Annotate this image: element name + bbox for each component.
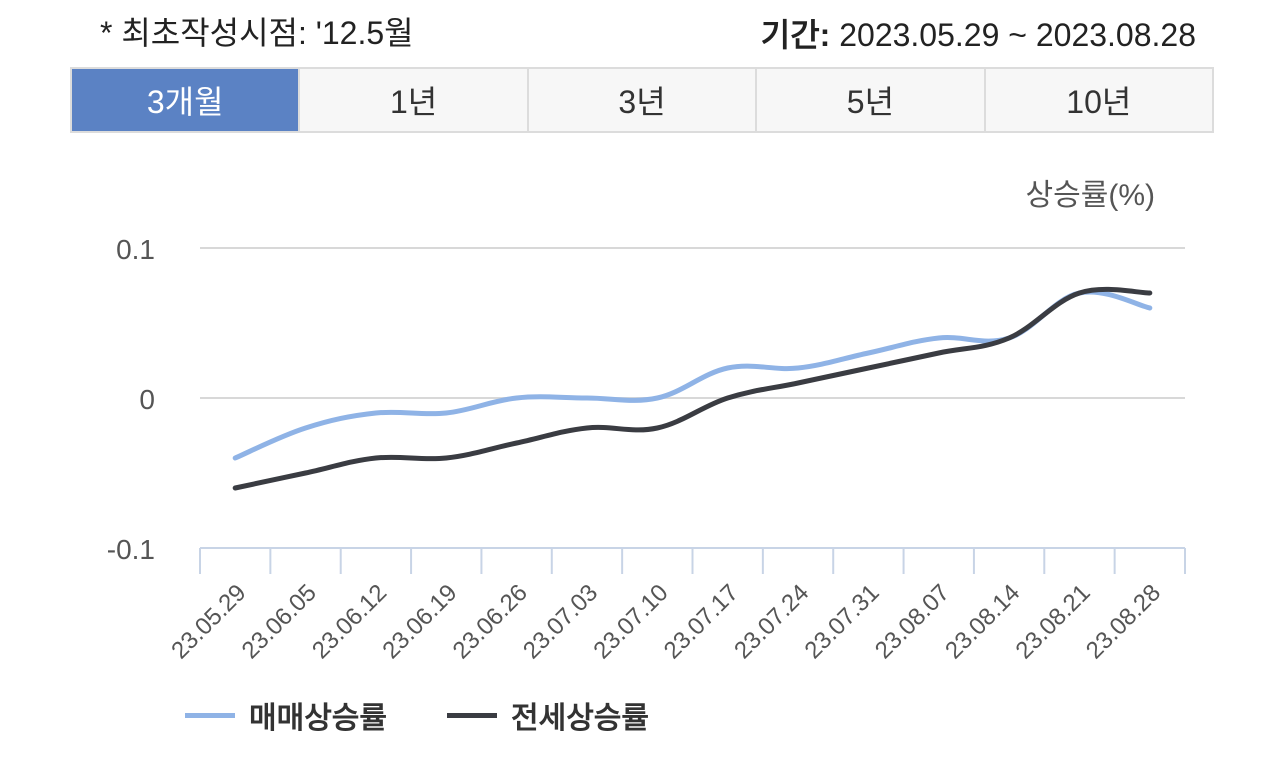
y-tick-label: 0.1: [116, 234, 155, 265]
x-tick-label: 23.07.31: [799, 579, 884, 664]
period-info: 기간: 2023.05.29 ~ 2023.08.28: [761, 10, 1196, 56]
y-tick-label: -0.1: [107, 534, 155, 565]
x-tick-label: 23.06.05: [237, 579, 322, 664]
legend-label-sale: 매매상승률: [249, 702, 387, 735]
x-tick-label: 23.08.21: [1011, 579, 1096, 664]
tab-10-years[interactable]: 10년: [983, 69, 1213, 131]
y-axis-title: 상승률(%): [1026, 179, 1155, 212]
legend-item-jeonse[interactable]: 전세상승률: [447, 693, 649, 737]
series-lines: [232, 286, 1153, 491]
tab-1-year[interactable]: 1년: [298, 69, 527, 131]
x-axis: [199, 547, 1186, 574]
y-tick-label: 0: [139, 384, 155, 415]
axis-labels: 0.10-0.1상승률(%)23.05.2923.06.0523.06.1223…: [107, 179, 1166, 664]
legend: 매매상승률 전세상승률: [185, 693, 649, 737]
x-tick-label: 23.06.12: [307, 579, 392, 664]
period-tabs: 3개월 1년 3년 5년 10년: [70, 67, 1214, 133]
legend-label-jeonse: 전세상승률: [511, 702, 649, 735]
grid-lines: [200, 247, 1185, 399]
series-line-0[interactable]: [232, 289, 1153, 461]
period-label: 기간:: [760, 17, 831, 53]
tab-3-years[interactable]: 3년: [526, 69, 756, 131]
x-tick-label: 23.05.29: [166, 579, 251, 664]
first-written-note: * 최초작성시점: '12.5월: [100, 15, 414, 51]
x-tick-label: 23.07.17: [659, 579, 744, 664]
x-tick-label: 23.08.14: [940, 579, 1025, 664]
tab-5-years[interactable]: 5년: [755, 69, 984, 131]
x-tick-label: 23.06.26: [448, 579, 533, 664]
tab-3-months[interactable]: 3개월: [72, 69, 299, 131]
x-tick-label: 23.08.28: [1081, 579, 1166, 664]
x-tick-label: 23.07.03: [518, 579, 603, 664]
series-line-1[interactable]: [232, 286, 1153, 491]
period-value: 2023.05.29 ~ 2023.08.28: [839, 17, 1196, 53]
legend-item-sale[interactable]: 매매상승률: [185, 693, 387, 737]
legend-swatch-sale: [185, 712, 235, 718]
x-tick-label: 23.08.07: [870, 579, 955, 664]
x-tick-label: 23.07.24: [729, 579, 814, 664]
legend-swatch-jeonse: [447, 712, 497, 718]
x-tick-label: 23.07.10: [588, 579, 673, 664]
x-tick-label: 23.06.19: [377, 579, 462, 664]
